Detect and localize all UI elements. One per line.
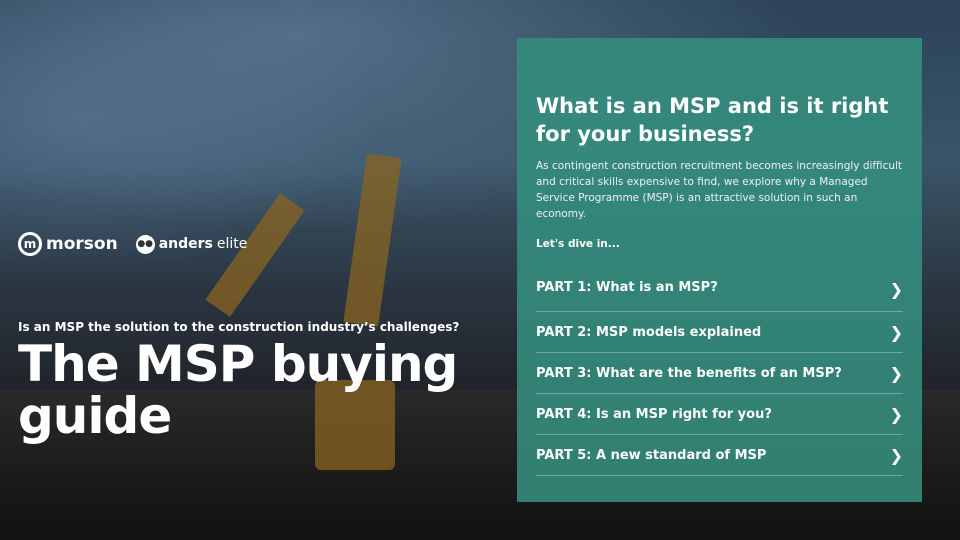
- part-label: PART 4: Is an MSP right for you?: [536, 406, 772, 422]
- part-label: PART 5: A new standard of MSP: [536, 447, 767, 463]
- part-2-link[interactable]: PART 2: MSP models explained ❯: [536, 312, 903, 353]
- anders-text: anders: [158, 236, 213, 252]
- hero-title: The MSP buying guide: [18, 335, 458, 445]
- anderselite-icon: ●●: [135, 234, 155, 254]
- hero-subtitle: Is an MSP the solution to the constructi…: [18, 320, 460, 334]
- part-label: PART 1: What is an MSP?: [536, 280, 718, 295]
- parts-list: PART 1: What is an MSP? ❯ PART 2: MSP mod…: [536, 280, 903, 476]
- morson-text: morson: [46, 234, 118, 254]
- chevron-right-icon: ❯: [889, 445, 903, 465]
- panel-body: As contingent construction recruitment b…: [536, 160, 903, 220]
- anderselite-logo: ●● anders elite: [135, 234, 248, 254]
- panel-heading: What is an MSP and is it right for your …: [536, 94, 889, 146]
- logos: m morson ●● anders elite: [18, 232, 247, 256]
- part-3-link[interactable]: PART 3: What are the benefits of an MSP?…: [536, 353, 903, 394]
- chevron-right-icon: ❯: [889, 363, 903, 383]
- dive-in-text: Let's dive in...: [536, 238, 620, 250]
- elite-text: elite: [216, 236, 248, 252]
- excavator-boom: [343, 153, 402, 327]
- morson-logo: m morson: [18, 232, 118, 256]
- morson-icon: m: [18, 232, 42, 256]
- info-panel: What is an MSP and is it right for your …: [517, 38, 922, 502]
- part-label: PART 3: What are the benefits of an MSP?: [536, 365, 842, 381]
- part-5-link[interactable]: PART 5: A new standard of MSP ❯: [536, 435, 903, 476]
- part-4-link[interactable]: PART 4: Is an MSP right for you? ❯: [536, 394, 903, 435]
- part-label: PART 2: MSP models explained: [536, 324, 762, 340]
- chevron-right-icon: ❯: [889, 280, 903, 299]
- part-1-link[interactable]: PART 1: What is an MSP? ❯: [536, 280, 903, 312]
- chevron-right-icon: ❯: [889, 322, 903, 342]
- excavator-bucket: [315, 380, 395, 470]
- chevron-right-icon: ❯: [889, 404, 903, 424]
